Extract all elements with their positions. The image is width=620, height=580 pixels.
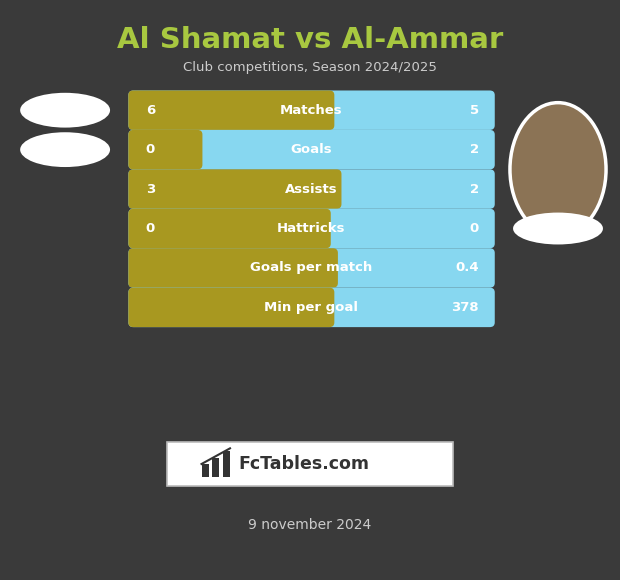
Text: Al Shamat vs Al-Ammar: Al Shamat vs Al-Ammar: [117, 26, 503, 54]
Text: Goals per match: Goals per match: [250, 262, 373, 274]
FancyBboxPatch shape: [128, 209, 495, 248]
Ellipse shape: [20, 132, 110, 167]
Text: 6: 6: [146, 104, 155, 117]
Text: Min per goal: Min per goal: [264, 301, 358, 314]
Text: 5: 5: [469, 104, 479, 117]
FancyBboxPatch shape: [128, 90, 334, 130]
Text: Club competitions, Season 2024/2025: Club competitions, Season 2024/2025: [183, 61, 437, 74]
Text: FcTables.com: FcTables.com: [239, 455, 370, 473]
Text: 0: 0: [469, 222, 479, 235]
Text: 3: 3: [146, 183, 155, 195]
FancyBboxPatch shape: [128, 288, 334, 327]
FancyBboxPatch shape: [128, 130, 202, 169]
Text: Assists: Assists: [285, 183, 337, 195]
Bar: [202, 464, 209, 477]
FancyBboxPatch shape: [128, 288, 495, 327]
Text: 0: 0: [146, 143, 155, 156]
FancyBboxPatch shape: [128, 130, 495, 169]
Ellipse shape: [20, 93, 110, 128]
FancyBboxPatch shape: [128, 90, 495, 130]
FancyBboxPatch shape: [128, 248, 495, 288]
Ellipse shape: [510, 103, 606, 236]
Text: Hattricks: Hattricks: [277, 222, 345, 235]
Text: 378: 378: [451, 301, 479, 314]
Bar: [223, 451, 230, 477]
Text: 9 november 2024: 9 november 2024: [249, 518, 371, 532]
Text: 2: 2: [469, 183, 479, 195]
Text: 2: 2: [469, 143, 479, 156]
Text: 0.4: 0.4: [455, 262, 479, 274]
Ellipse shape: [513, 212, 603, 244]
Bar: [212, 458, 219, 477]
FancyBboxPatch shape: [128, 209, 331, 248]
FancyBboxPatch shape: [128, 169, 495, 209]
Text: 0: 0: [146, 222, 155, 235]
FancyBboxPatch shape: [167, 442, 453, 486]
Text: Matches: Matches: [280, 104, 343, 117]
FancyBboxPatch shape: [128, 169, 342, 209]
FancyBboxPatch shape: [128, 248, 338, 288]
Text: Goals: Goals: [290, 143, 332, 156]
